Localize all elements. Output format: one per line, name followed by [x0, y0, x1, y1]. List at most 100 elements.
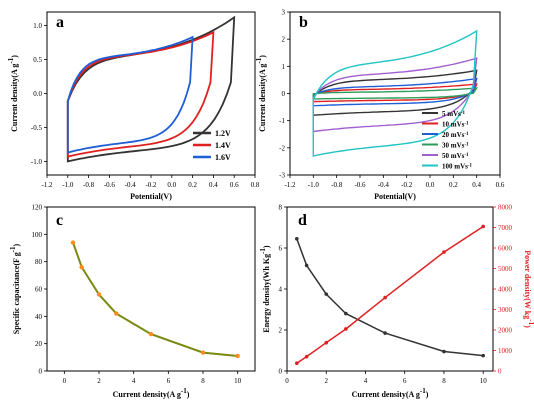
panel-c-ytick-label: 120 [32, 204, 43, 212]
panel-c-point [200, 350, 206, 355]
panel-d-ytick-label: 0 [279, 368, 283, 376]
panel-a-xtick-label: -0.4 [125, 181, 137, 189]
panel-b-ytick-label: -3 [279, 172, 285, 180]
panel-d-ylabel-right: Power density(W kg-1) [523, 250, 534, 328]
panel-d-ylabel-right-sup: -1 [527, 319, 534, 325]
panel-b-legend-label-main: 20 mVs [442, 131, 465, 139]
panel-d-ylabel-right-main: Power density(W kg [523, 250, 532, 319]
panel-d-point-left [295, 236, 299, 241]
panel-b-ylabel-main: Current density(A g [258, 64, 267, 132]
panel-d-point-right [442, 250, 446, 254]
panel-b-legend-label-sup: -1 [468, 163, 473, 168]
panel-c-letter: c [56, 212, 63, 229]
panel-d-ylabel-left-main: Energy density(Wh Kg [262, 254, 271, 333]
panel-a-ytick-label: 0.5 [33, 56, 42, 64]
panel-a-ylabel-sup: -1 [7, 57, 15, 63]
panel-c-ytick-label: 40 [35, 313, 43, 321]
panel-c-xlabel: Current density(A g-1) [113, 387, 190, 399]
panel-b-ytick-label: 0 [282, 90, 286, 98]
panel-d-point-right [304, 354, 309, 359]
panel-a-legend-label: 1.6V [215, 153, 231, 162]
panel-d-point-left [304, 263, 309, 268]
panel-c-xtick-label: 8 [201, 377, 205, 385]
panel-d-ytick-right-label: 8000 [498, 204, 513, 212]
panel-a-ytick-label: -0.5 [31, 124, 43, 132]
panel-c-ytick-label: 60 [35, 286, 43, 294]
panel-d-ytick-label: 4 [279, 286, 283, 294]
panel-d-xtick-label: 4 [364, 377, 368, 385]
panel-a-ylabel: Current density(A g-1) [7, 55, 19, 132]
panel-b-ytick-label: 3 [282, 9, 286, 17]
panel-d-point-left [442, 349, 446, 354]
panel-b-xtick-label: 0.2 [449, 181, 458, 189]
panel-b-legend-label-sup: -1 [464, 142, 469, 147]
panel-d-point-right [383, 295, 387, 300]
panel-c-point [235, 353, 240, 359]
panel-a-xtick-label: 0.2 [188, 181, 197, 189]
panel-b-letter: b [299, 14, 308, 31]
panel-b-xtick-label: -0.8 [331, 181, 343, 189]
panel-d-plot-frame [286, 206, 494, 372]
panel-d-letter: d [298, 212, 307, 229]
panel-a-legend-label: 1.2V [215, 129, 231, 138]
panel-b-xtick-label: -1.0 [308, 181, 320, 189]
panel-c-xtick-label: 6 [167, 377, 171, 385]
panel-b-xtick-label: -1.2 [284, 181, 296, 189]
panel-b-ytick-label: 1 [282, 63, 286, 71]
panel-c-point [114, 311, 119, 316]
panel-a-xtick-label: 0.0 [167, 181, 176, 189]
panel-b-xtick-label: 0.4 [472, 181, 481, 189]
panel-a-ytick-label: 1.0 [33, 22, 42, 30]
panel-c-ylabel-end: ) [12, 243, 21, 246]
panel-b-legend-label-main: 5 mVs [442, 110, 461, 118]
panel-a-ylabel-main: Current density(A g [10, 64, 19, 132]
panel-b-legend-label: 100 mVs-1 [442, 163, 473, 171]
panel-a-series-1.2V [66, 15, 236, 163]
panel-b-xtick-label: -0.6 [354, 181, 366, 189]
panel-d-xlabel: Current density(A g-1) [352, 387, 429, 399]
panel-b-series-4 [312, 57, 478, 133]
panel-d-point-right [481, 224, 485, 229]
panel-a-xlabel: Potential(V) [130, 192, 172, 201]
panel-a-xtick-label: -0.6 [104, 181, 116, 189]
panel-a-xtick-label: 0.6 [230, 181, 239, 189]
panel-c-ylabel-sup: -1 [9, 246, 17, 252]
panel-c-xtick-label: 0 [63, 377, 67, 385]
panel-d-ylabel-left: Energy density(Wh Kg-1) [259, 245, 271, 333]
panel-b-legend-label-main: 100 mVs [442, 163, 468, 171]
panel-c-ytick-label: 20 [35, 340, 43, 348]
panel-d-point-right [344, 327, 348, 331]
panel-d-ytick-right-label: 1000 [498, 347, 513, 355]
panel-d-xtick-label: 0 [285, 377, 289, 385]
panel-b-legend-label: 30 mVs-1 [442, 142, 469, 150]
panel-b-legend-label: 20 mVs-1 [442, 131, 469, 139]
panel-c-xlabel-sup: -1 [181, 387, 187, 395]
panel-d-ytick-right-label: 4000 [498, 286, 513, 294]
panel-a-ytick-label: 0.0 [33, 90, 42, 98]
panel-a-xtick-label: -1.2 [41, 181, 53, 189]
panel-d-series-left [296, 238, 484, 357]
panel-d-point-left [383, 331, 387, 335]
panel-d-ytick-label: 6 [279, 245, 283, 253]
panel-d-xlabel-end: ) [426, 390, 429, 399]
panel-a-xtick-label: 0.8 [251, 181, 260, 189]
panel-d-ylabel-right-end: ) [523, 325, 532, 328]
panel-b-series-3 [312, 87, 479, 100]
panel-b-series-5 [312, 29, 478, 157]
panel-c-point [79, 264, 84, 270]
panel-d-ytick-right-label: 0 [498, 368, 502, 376]
panel-d-point-left [324, 292, 329, 296]
panel-b-legend-label-main: 10 mVs [442, 121, 465, 129]
panel-d-ytick-right-label: 5000 [498, 265, 513, 273]
panel-b-ylabel-sup: -1 [255, 57, 263, 63]
panel-b-legend-label-sup: -1 [464, 132, 469, 137]
panel-c-plot-frame [46, 206, 256, 372]
panel-c-ylabel-main: Specific capacitance(F g [12, 252, 21, 334]
panel-a-xtick-label: -0.2 [145, 181, 157, 189]
panel-c-xlabel-end: ) [187, 390, 190, 399]
panel-b-xtick-label: 0.6 [496, 181, 505, 189]
panel-b-series-2 [312, 77, 478, 107]
panel-c-ytick-label: 80 [35, 258, 43, 266]
